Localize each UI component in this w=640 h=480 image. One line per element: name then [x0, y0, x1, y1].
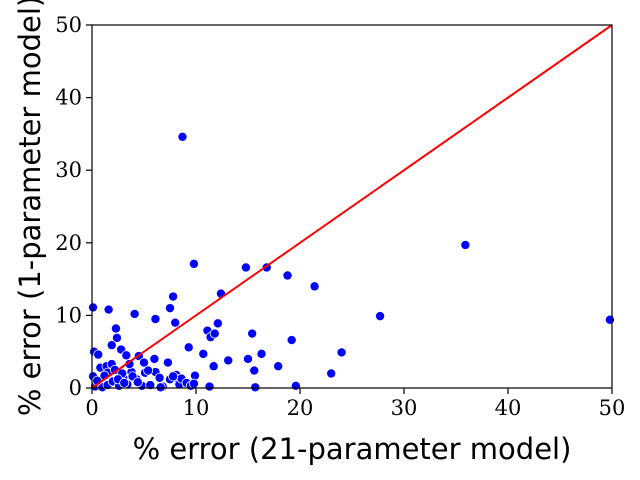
data-point-71: [309, 281, 320, 292]
data-point-9: [111, 332, 122, 343]
data-point-31: [149, 353, 160, 364]
data-point-76: [604, 314, 615, 325]
y-tick-label-5: 50: [55, 13, 82, 37]
data-point-2: [93, 349, 104, 360]
data-point-80: [132, 377, 143, 388]
data-point-73: [336, 347, 347, 358]
data-point-49: [188, 258, 199, 269]
data-point-72: [326, 368, 337, 379]
data-point-36: [162, 357, 173, 368]
x-axis-label: % error (21-parameter model): [133, 432, 572, 466]
data-point-33: [150, 314, 161, 325]
data-point-56: [209, 328, 220, 339]
y-axis-label: % error (1-parameter model): [13, 0, 47, 416]
data-point-53: [204, 381, 215, 392]
data-point-26: [129, 308, 140, 319]
data-point-82: [168, 371, 179, 382]
data-point-70: [290, 380, 301, 391]
x-tick-label-1: 10: [183, 396, 210, 420]
data-point-64: [250, 382, 261, 393]
x-tick-label-4: 40: [495, 396, 522, 420]
x-tick-label-5: 50: [599, 396, 626, 420]
data-point-62: [247, 328, 258, 339]
data-point-47: [183, 342, 194, 353]
data-point-8: [110, 323, 121, 334]
data-point-60: [240, 262, 251, 273]
data-point-69: [286, 335, 297, 346]
data-point-59: [223, 355, 234, 366]
data-points: [88, 131, 615, 393]
data-point-30: [145, 380, 156, 391]
data-point-79: [143, 365, 154, 376]
y-tick-label-4: 40: [55, 86, 82, 110]
y-axis-ticks: 0 10 20 30 40 50: [55, 13, 92, 400]
data-point-57: [212, 318, 223, 329]
data-point-86: [119, 377, 130, 388]
data-point-11: [106, 340, 117, 351]
y-tick-label-2: 20: [55, 231, 82, 255]
data-point-51: [198, 348, 209, 359]
data-point-67: [273, 361, 284, 372]
y-tick-label-3: 30: [55, 158, 82, 182]
data-point-38: [164, 303, 175, 314]
y-tick-label-0: 0: [69, 376, 82, 400]
data-point-24: [121, 350, 132, 361]
x-tick-label-3: 30: [391, 396, 418, 420]
x-axis-ticks: 0 10 20 30 40 50: [85, 388, 625, 420]
data-point-65: [256, 348, 267, 359]
data-point-28: [138, 357, 149, 368]
y-tick-label-1: 10: [55, 303, 82, 327]
plot-frame: [91, 24, 613, 389]
reference-line: [91, 24, 613, 389]
data-point-63: [249, 365, 260, 376]
x-tick-label-0: 0: [85, 396, 98, 420]
data-point-6: [103, 304, 114, 315]
data-point-75: [460, 239, 471, 250]
data-point-81: [155, 382, 166, 393]
data-point-61: [242, 353, 253, 364]
data-point-34: [154, 372, 165, 383]
data-point-39: [168, 291, 179, 302]
data-point-40: [170, 317, 181, 328]
data-point-87: [188, 378, 199, 389]
data-point-0: [88, 302, 99, 313]
data-point-45: [177, 131, 188, 142]
data-point-74: [375, 311, 386, 322]
data-point-68: [282, 270, 293, 281]
data-point-55: [208, 361, 219, 372]
x-tick-label-2: 20: [287, 396, 314, 420]
